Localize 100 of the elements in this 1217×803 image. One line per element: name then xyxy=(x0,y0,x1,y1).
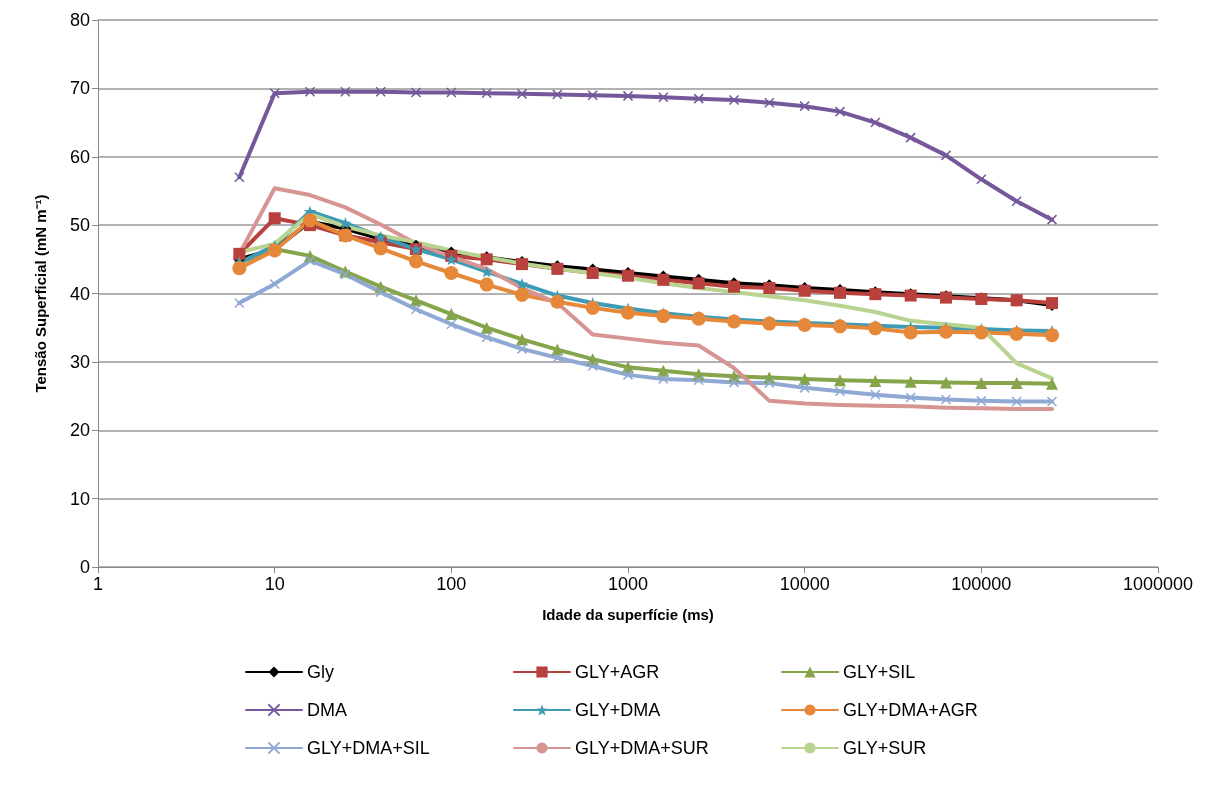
point xyxy=(375,86,386,98)
point xyxy=(340,269,351,280)
point xyxy=(268,212,281,225)
point xyxy=(446,87,457,98)
point xyxy=(658,373,669,385)
x-tick-label: 10 xyxy=(264,574,285,594)
x-tick-label: 100000 xyxy=(951,574,1012,594)
y-tick-label: 70 xyxy=(69,78,90,99)
point xyxy=(799,100,810,112)
point xyxy=(764,377,775,389)
x-tick-label: 1000 xyxy=(607,574,649,594)
point xyxy=(728,94,740,106)
point xyxy=(903,325,918,340)
point xyxy=(481,332,492,343)
point xyxy=(1045,328,1059,343)
point xyxy=(1046,377,1058,390)
point xyxy=(444,265,459,280)
point xyxy=(940,150,952,161)
point xyxy=(516,277,528,290)
legend-label: GLY+AGR xyxy=(575,662,660,682)
x-tick-label: 1000000 xyxy=(1122,574,1194,594)
point xyxy=(622,369,634,381)
point xyxy=(304,86,316,98)
y-tick-label: 60 xyxy=(69,146,90,167)
legend-label: Gly xyxy=(307,662,334,682)
legend-label: GLY+DMA+SIL xyxy=(307,738,430,758)
point xyxy=(728,377,740,388)
point xyxy=(1010,377,1023,390)
point xyxy=(481,87,492,99)
point xyxy=(445,308,458,321)
point xyxy=(587,360,598,372)
point xyxy=(658,92,669,103)
point xyxy=(304,255,316,266)
legend-label: GLY+DMA+SUR xyxy=(575,738,709,758)
point xyxy=(550,294,565,309)
point xyxy=(1046,396,1058,407)
point xyxy=(1011,396,1022,407)
point xyxy=(798,372,811,385)
point xyxy=(976,174,987,185)
y-axis-title: Tensão Superficial (mN m⁻¹) xyxy=(32,194,49,393)
point xyxy=(693,375,704,386)
point xyxy=(870,389,881,400)
point xyxy=(974,325,989,340)
point xyxy=(1009,326,1024,341)
point xyxy=(869,375,882,388)
x-axis-title: Idade da superfície (ms) xyxy=(542,606,714,623)
point xyxy=(585,300,600,315)
point xyxy=(587,89,598,101)
point xyxy=(834,386,846,397)
point xyxy=(939,324,953,339)
point xyxy=(799,382,810,394)
point xyxy=(1046,214,1058,225)
point xyxy=(1011,195,1022,207)
point xyxy=(234,172,245,183)
point xyxy=(692,277,705,290)
point xyxy=(515,287,529,302)
point xyxy=(410,294,423,307)
point xyxy=(976,395,987,407)
point xyxy=(516,333,528,346)
point xyxy=(516,88,528,100)
legend-label: GLY+DMA+AGR xyxy=(843,700,978,720)
point xyxy=(552,89,563,100)
point xyxy=(232,261,247,276)
x-tick-label: 1 xyxy=(92,574,104,594)
y-tick-label: 30 xyxy=(69,351,90,372)
point xyxy=(373,241,388,256)
point xyxy=(656,309,671,324)
point xyxy=(480,321,493,334)
point xyxy=(975,377,988,390)
x-tick-label: 10000 xyxy=(779,574,830,594)
point xyxy=(834,374,846,387)
point xyxy=(904,375,917,388)
point xyxy=(410,87,422,98)
point xyxy=(621,305,635,320)
point xyxy=(445,253,458,266)
point xyxy=(905,132,916,143)
y-tick-label: 80 xyxy=(69,10,90,30)
y-tick-label: 40 xyxy=(69,283,90,304)
point xyxy=(339,217,352,230)
point xyxy=(233,247,246,260)
point xyxy=(764,97,775,108)
legend-label: DMA xyxy=(307,700,347,720)
y-tick-label: 0 xyxy=(79,557,90,577)
point xyxy=(234,297,245,309)
point xyxy=(516,343,528,355)
point xyxy=(905,392,916,403)
point xyxy=(940,376,952,389)
legend-label: GLY+SIL xyxy=(843,662,916,682)
point xyxy=(622,90,634,102)
legend-label: GLY+DMA xyxy=(575,700,661,720)
point xyxy=(693,93,704,104)
point xyxy=(479,277,494,292)
legend-label: GLY+SUR xyxy=(843,738,927,758)
x-tick-label: 100 xyxy=(436,574,467,594)
point xyxy=(409,254,424,269)
point xyxy=(552,352,563,364)
point xyxy=(834,106,846,117)
y-tick-label: 10 xyxy=(69,488,90,509)
point xyxy=(446,319,457,330)
y-tick-label: 50 xyxy=(69,215,90,236)
